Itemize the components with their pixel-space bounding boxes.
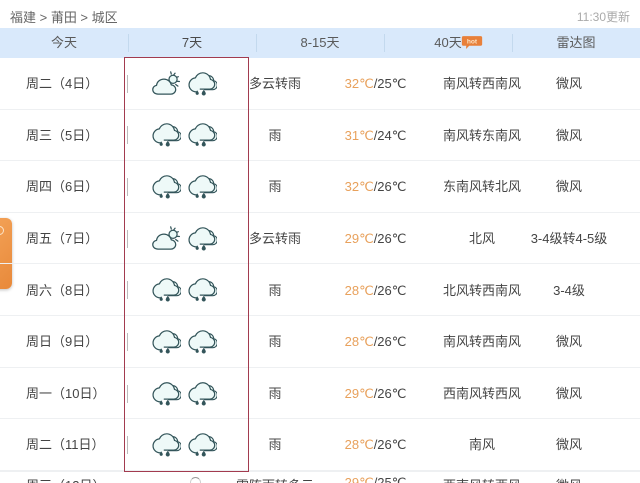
svg-text:hot: hot (467, 39, 478, 46)
